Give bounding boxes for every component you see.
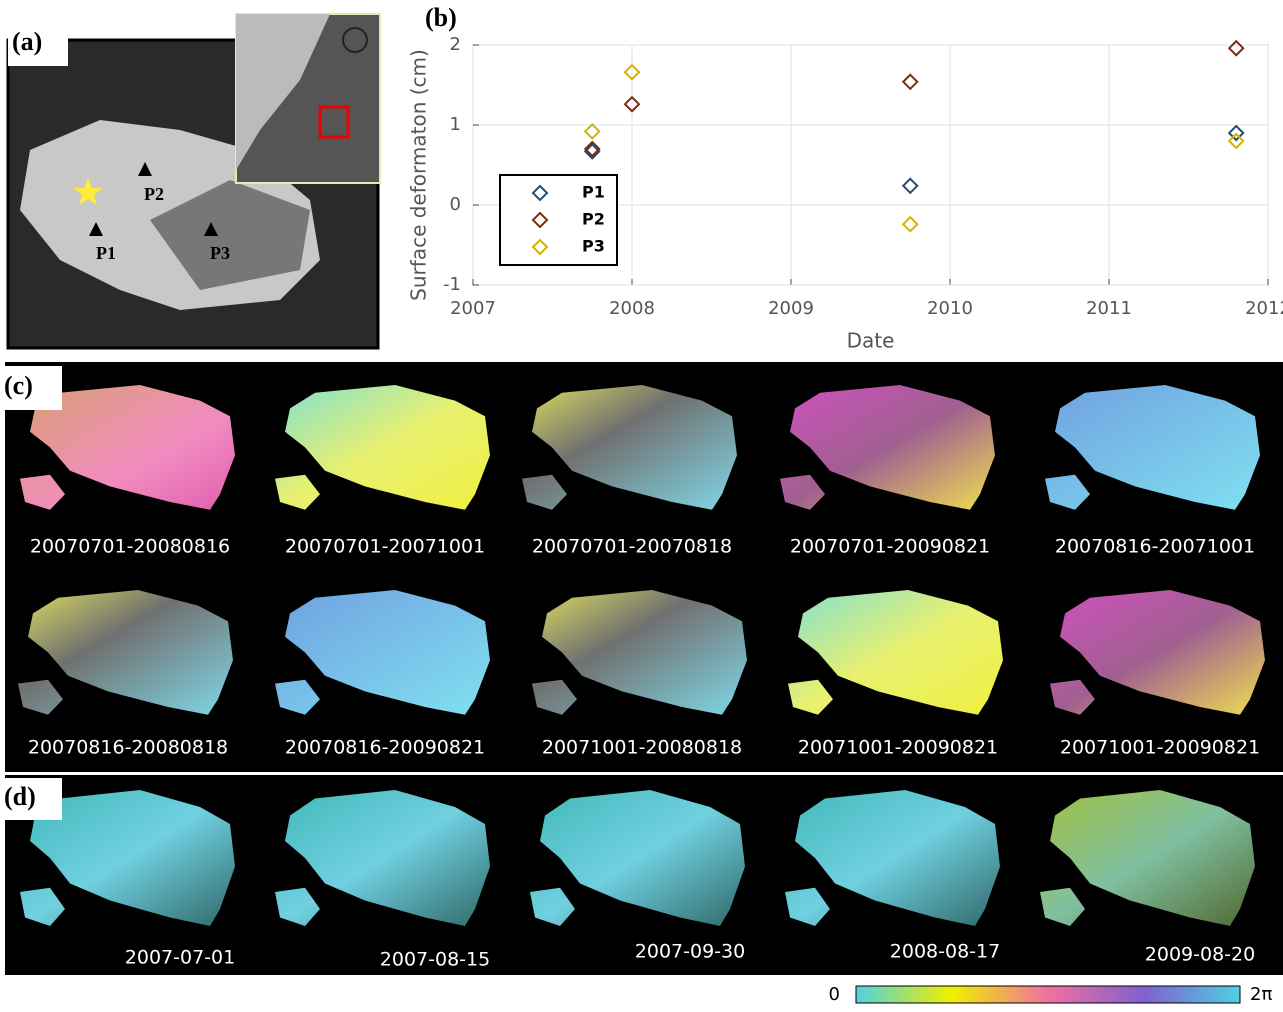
legend-label: P3 <box>582 237 605 256</box>
y-tick-label: -1 <box>443 274 461 295</box>
point-label: P2 <box>144 184 164 204</box>
caption: 2007-09-30 <box>635 941 745 963</box>
point-label: P3 <box>210 243 230 263</box>
colorbar-max: 2π <box>1250 984 1272 1005</box>
x-tick-label: 2008 <box>609 298 655 319</box>
x-tick-label: 2009 <box>768 298 814 319</box>
caption: 2007-07-01 <box>125 947 235 969</box>
y-tick-label: 0 <box>450 194 461 215</box>
caption: 20070701-20090821 <box>790 536 990 558</box>
caption: 20071001-20090821 <box>1060 737 1260 759</box>
caption: 20070701-20080816 <box>30 536 230 558</box>
y-tick-label: 2 <box>450 34 461 55</box>
caption: 20070701-20070818 <box>532 536 732 558</box>
scatter-chart: 2007 2008 2009 2010 2011 2012 -1 0 1 2 Date Surface… <box>407 34 1283 353</box>
x-axis-label: Date <box>847 329 895 353</box>
panel-label: (c) <box>4 371 33 400</box>
caption: 2009-08-20 <box>1145 944 1255 966</box>
x-tick-label: 2011 <box>1086 298 1132 319</box>
legend-label: P2 <box>582 210 605 229</box>
point-label: P1 <box>96 243 116 263</box>
caption: 20070816-20071001 <box>1055 536 1255 558</box>
caption: 20070816-20080818 <box>28 737 228 759</box>
x-tick-label: 2010 <box>927 298 973 319</box>
panel-label: (b) <box>425 3 457 32</box>
colorbar <box>856 986 1240 1003</box>
panel-label: (d) <box>4 782 36 811</box>
caption: 20071001-20090821 <box>798 737 998 759</box>
colorbar-min: 0 <box>829 984 840 1005</box>
x-tick-label: 2012 <box>1245 298 1283 319</box>
x-tick-label: 2007 <box>450 298 496 319</box>
caption: 20071001-20080818 <box>542 737 742 759</box>
caption: 2008-08-17 <box>890 941 1000 963</box>
caption: 2007-08-15 <box>380 949 490 971</box>
y-axis-label: Surface deformaton (cm) <box>407 49 431 301</box>
figure: P1 P2 P3 (a) 2007 2008 2009 2010 2011 2012 -1 0… <box>0 0 1283 1008</box>
caption: 20070816-20090821 <box>285 737 485 759</box>
y-tick-label: 1 <box>450 114 461 135</box>
caption: 20070701-20071001 <box>285 536 485 558</box>
panel-label: (a) <box>12 27 42 56</box>
legend-label: P1 <box>582 183 605 202</box>
